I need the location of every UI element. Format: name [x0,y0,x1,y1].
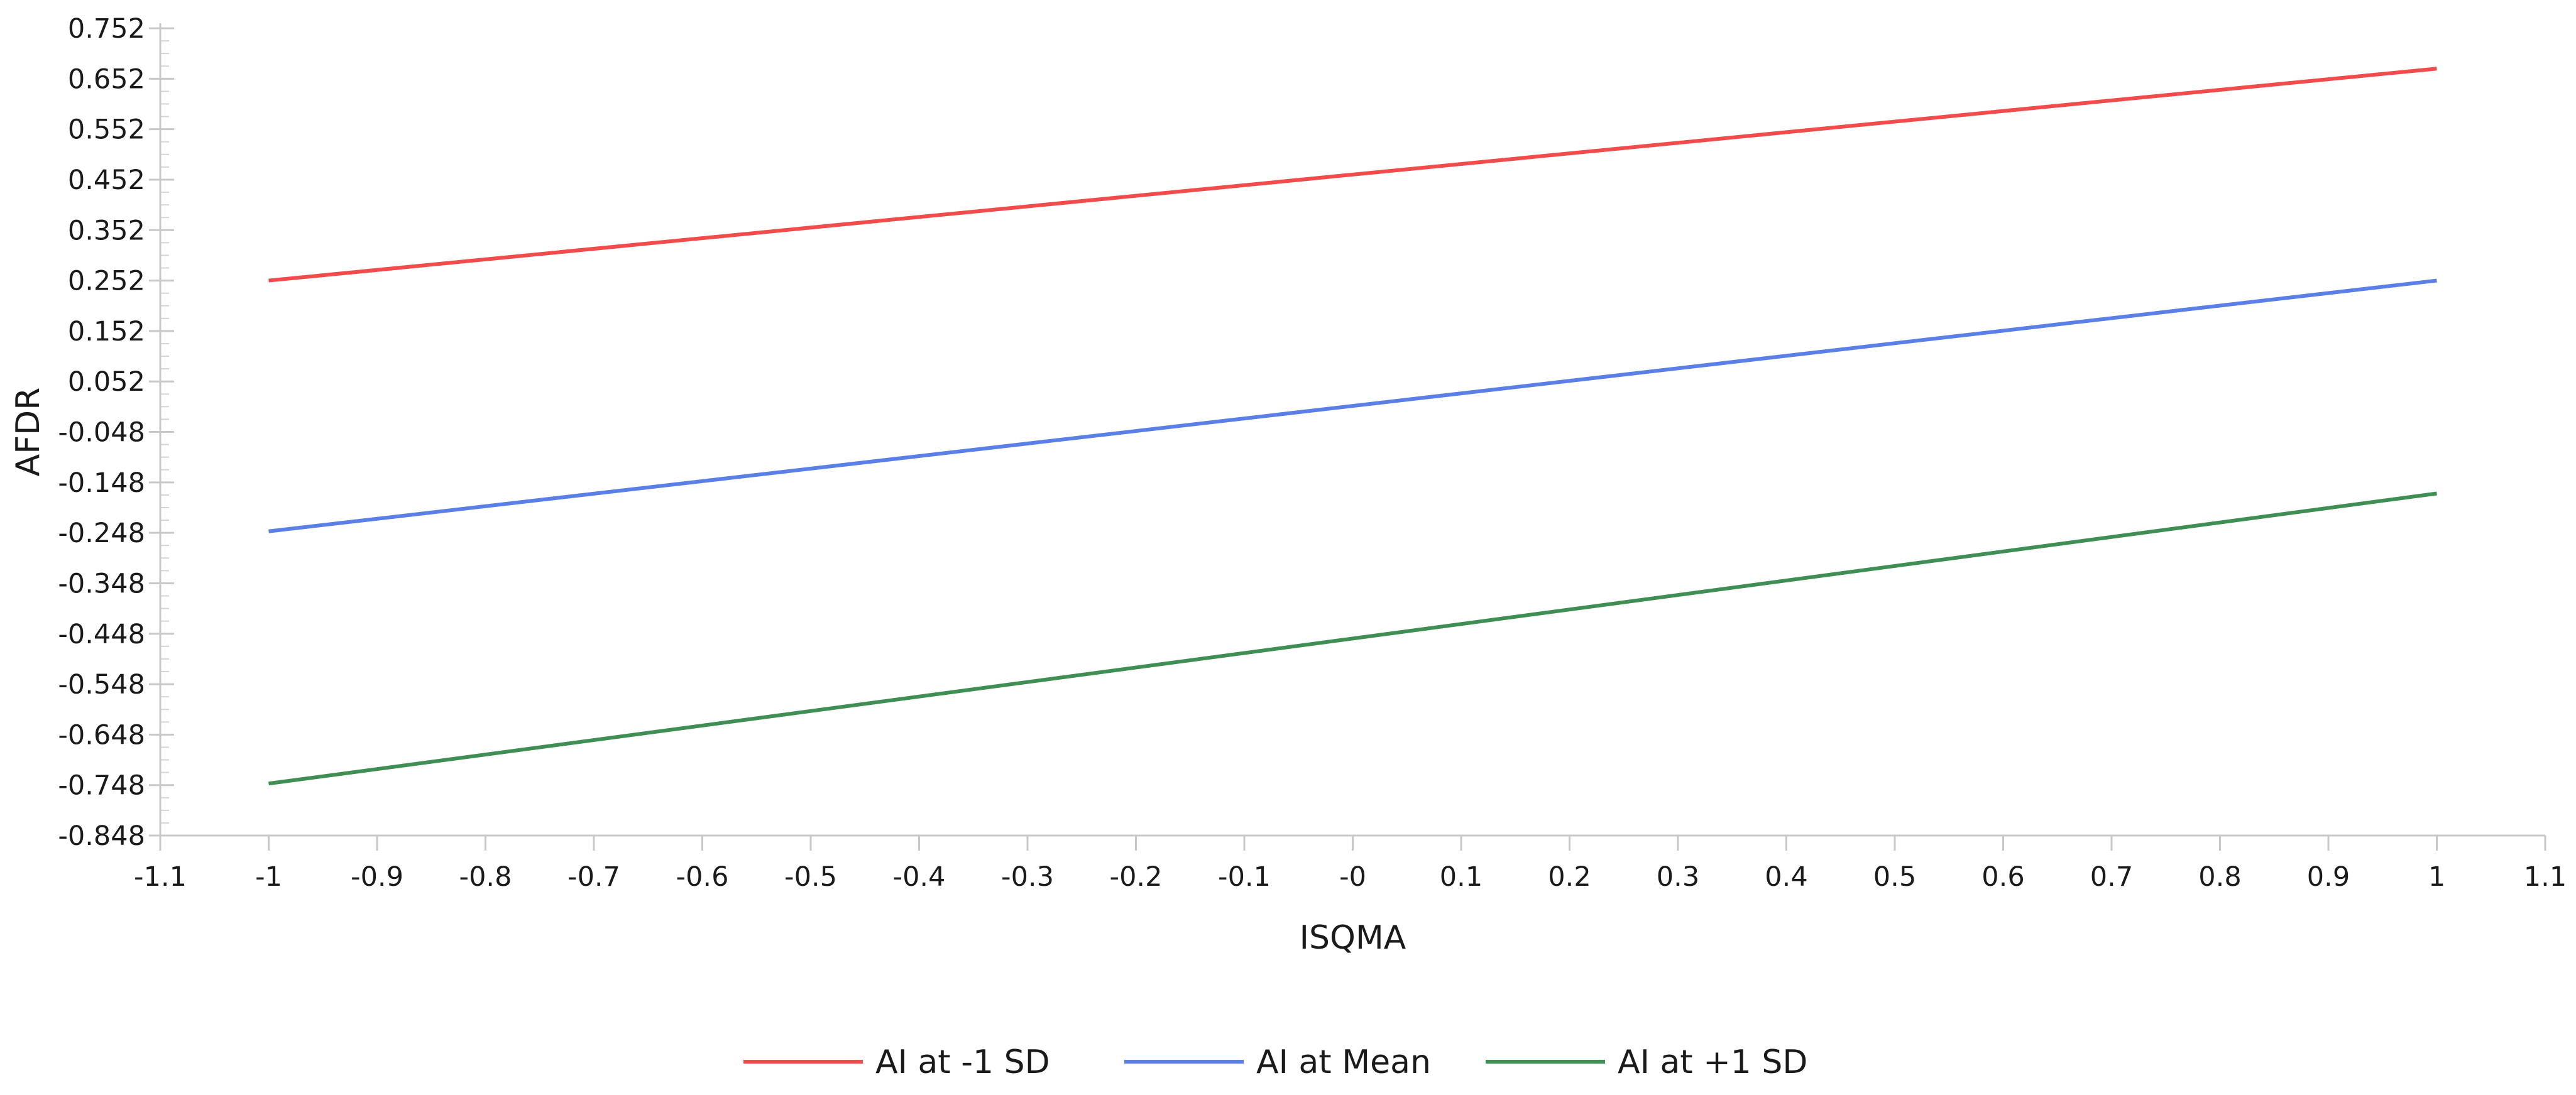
y-tick-label: -0.448 [58,619,145,650]
series-line-2 [268,278,2437,533]
x-tick-label: 0.5 [1873,861,1916,893]
x-tick-label: 0.9 [2307,861,2350,893]
series-lines [268,67,2437,786]
y-tick-label: -0.548 [58,669,145,700]
y-tick-label: -0.748 [58,770,145,802]
x-tick-label: -0.1 [1218,861,1271,893]
x-tick-label: -0.3 [1001,861,1054,893]
y-tick-label: -0.848 [58,820,145,852]
x-tick-label: 1.1 [2524,861,2567,893]
x-tick-label: 0.4 [1765,861,1807,893]
legend-item-1: AI at -1 SD [743,1043,1050,1081]
x-tick-label: 0.6 [1981,861,2024,893]
x-tick-label: -0.7 [567,861,620,893]
legend-label: AI at -1 SD [875,1043,1050,1081]
legend-item-3: AI at +1 SD [1486,1043,1807,1081]
y-tick-label: -0.248 [58,518,145,549]
x-tick-label: -0.9 [351,861,403,893]
y-tick-label: -0.048 [58,417,145,449]
y-axis-title: AFDR [9,388,47,477]
legend: AI at -1 SD AI at Mean AI at +1 SD [743,1043,1807,1081]
x-tick-label: 0.3 [1657,861,1699,893]
y-tick-label: 0.452 [68,165,145,196]
y-axis-ticks: 0.752 0.652 0.552 0.452 0.352 0.252 0.152 0.052… [58,13,174,852]
y-tick-label: 0.752 [68,13,145,45]
x-tick-label: 1 [2428,861,2445,893]
x-tick-label: -0.2 [1110,861,1163,893]
y-tick-label: 0.052 [68,366,145,398]
x-tick-label: 0.2 [1548,861,1591,893]
x-tick-label: -0 [1339,861,1366,893]
x-tick-label: 0.7 [2090,861,2133,893]
legend-item-2: AI at Mean [1124,1043,1431,1081]
axes [159,23,2545,837]
legend-label: AI at +1 SD [1618,1043,1807,1081]
y-minor-ticks [160,40,169,824]
x-axis-title: ISQMA [1300,919,1406,957]
x-tick-label: 0.8 [2198,861,2241,893]
y-tick-label: 0.352 [68,215,145,246]
y-tick-label: 0.552 [68,114,145,146]
x-tick-label: -1 [255,861,282,893]
y-tick-label: -0.148 [58,467,145,499]
x-tick-label: -0.6 [676,861,729,893]
series-line-1 [268,67,2437,283]
y-tick-label: 0.652 [68,63,145,95]
y-tick-label: -0.648 [58,719,145,751]
x-tick-label: -0.8 [459,861,512,893]
x-axis-ticks: -1.1 -1 -0.9 -0.8 -0.7 -0.6 -0.5 -0.4 -0.3 -0.2 -0… [134,836,2567,893]
y-tick-label: -0.348 [58,568,145,599]
x-tick-label: -0.5 [784,861,837,893]
x-tick-label: 0.1 [1440,861,1483,893]
y-tick-label: 0.252 [68,266,145,297]
x-tick-label: -1.1 [134,861,187,893]
series-line-3 [268,491,2437,786]
x-tick-label: -0.4 [893,861,946,893]
legend-label: AI at Mean [1256,1043,1431,1081]
y-tick-label: 0.152 [68,316,145,347]
